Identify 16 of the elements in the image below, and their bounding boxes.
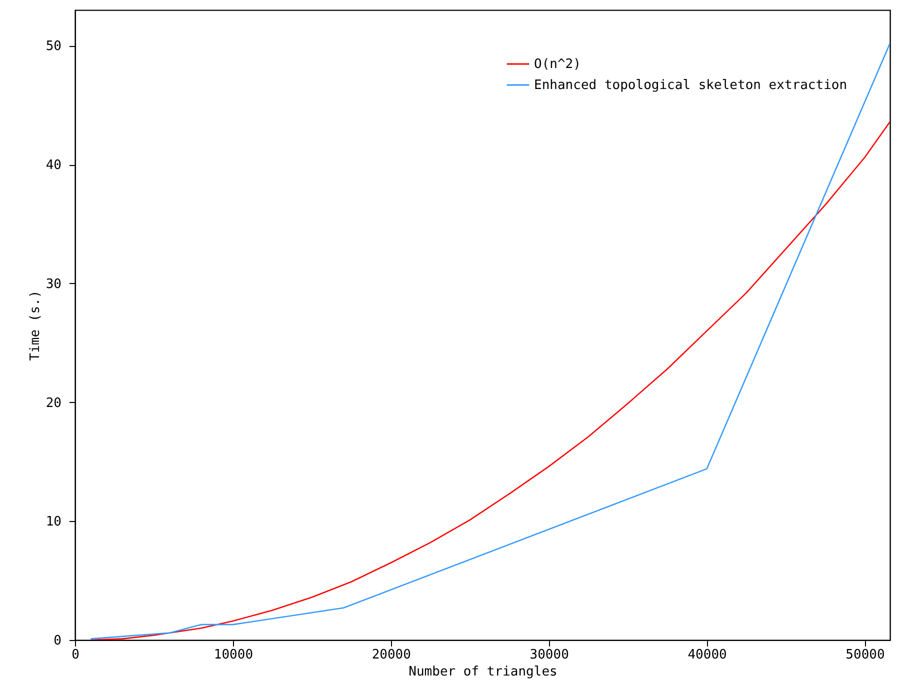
y-tick-label: 20	[46, 396, 62, 411]
y-tick-label: 40	[46, 158, 62, 174]
x-tick-label: 30000	[530, 648, 569, 662]
y-tick-label: 10	[46, 514, 62, 530]
x-tick-label: 20000	[372, 648, 411, 662]
legend-label: Enhanced topological skeleton extraction	[534, 78, 848, 93]
legend-label: O(n^2)	[534, 57, 581, 72]
x-tick-label: 0	[72, 648, 80, 662]
y-tick-label: 0	[54, 634, 62, 648]
y-tick-label: 30	[46, 276, 62, 292]
x-tick-label: 50000	[846, 648, 885, 662]
x-axis-title: Number of triangles	[408, 664, 558, 680]
x-tick-label: 10000	[214, 648, 254, 662]
x-tick-label: 40000	[688, 648, 727, 662]
y-tick-label: 50	[46, 39, 62, 54]
y-axis-title: Time (s.)	[28, 290, 43, 361]
